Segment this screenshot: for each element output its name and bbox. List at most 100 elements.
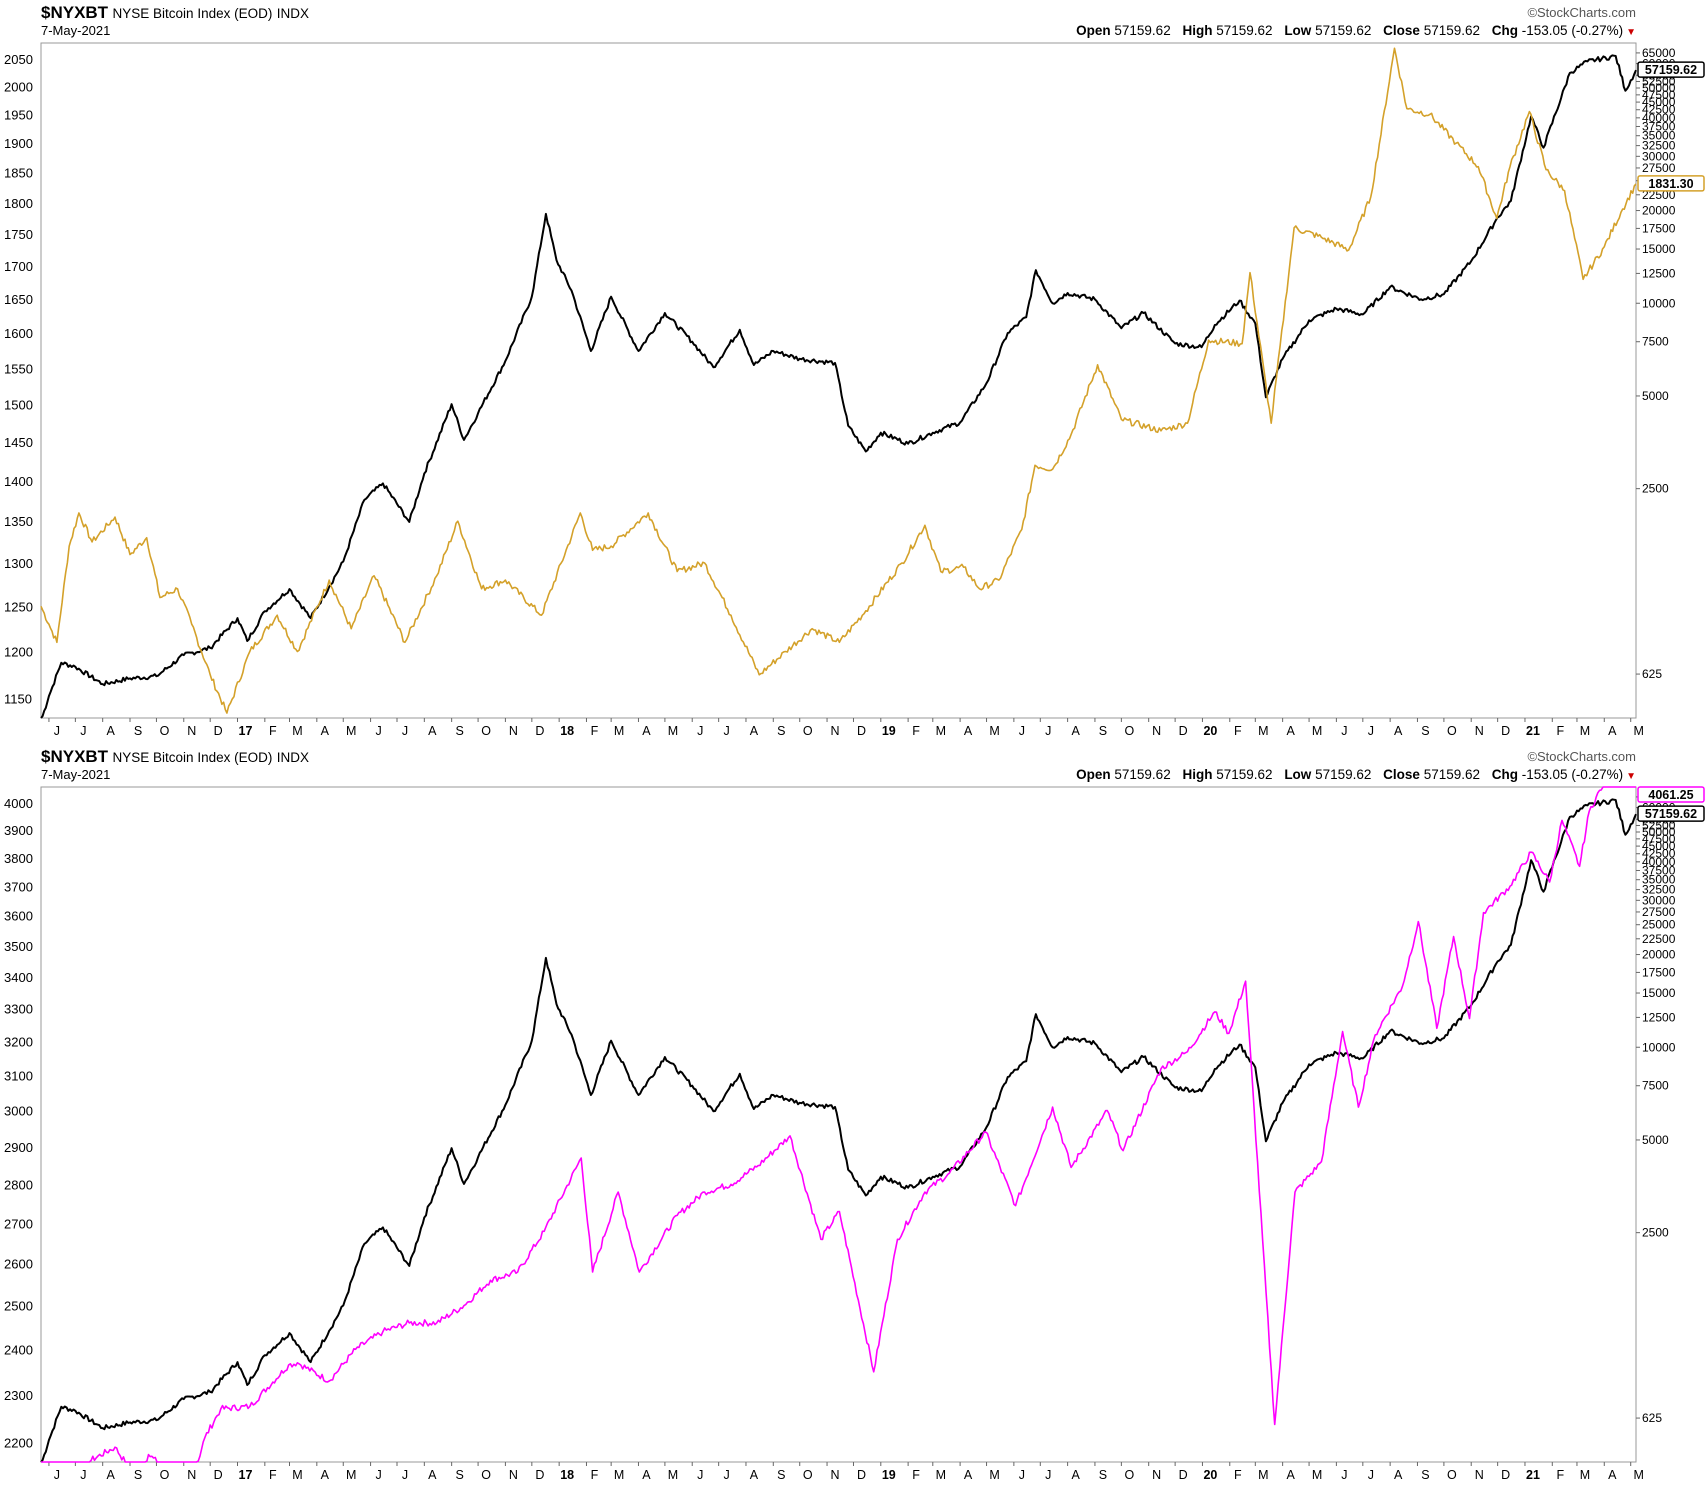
symbol: $NYXBT	[41, 747, 109, 766]
x-axis-tick-label: 17	[239, 724, 253, 738]
last-value-tag-box	[1637, 786, 1705, 803]
x-axis-tick-label: F	[912, 1468, 920, 1482]
right-axis-tick-label: 10000	[1642, 1040, 1676, 1054]
brand-watermark: ©StockCharts.com	[1527, 749, 1636, 764]
x-axis-tick-label: O	[1125, 724, 1135, 738]
x-axis-tick-label: 21	[1526, 724, 1540, 738]
x-axis-tick-label: F	[1556, 724, 1564, 738]
x-axis-tick-label: M	[1634, 1468, 1644, 1482]
x-axis-tick-label: F	[591, 724, 599, 738]
x-axis-tick-label: 18	[560, 1468, 574, 1482]
right-axis-tick-label: 15000	[1642, 242, 1676, 256]
right-axis-tick-label: 27500	[1642, 161, 1676, 175]
right-axis-tick-label: 25000	[1642, 918, 1676, 932]
close-value: 57159.62	[1423, 767, 1480, 782]
x-axis-tick-label: F	[269, 1468, 277, 1482]
last-value-tag-label: 4061.25	[1648, 788, 1693, 802]
x-axis-tick-label: D	[1501, 1468, 1510, 1482]
right-axis-tick-label: 2500	[1642, 482, 1669, 496]
left-axis-tick-label: 3500	[4, 939, 33, 954]
x-axis-tick-label: A	[750, 724, 759, 738]
x-axis-tick-label: A	[1608, 1468, 1617, 1482]
x-axis-tick-label: M	[1258, 1468, 1268, 1482]
high-label: High	[1182, 767, 1213, 782]
series-line-nyxbt	[40, 54, 1637, 719]
left-axis-tick-label: 3600	[4, 909, 33, 924]
x-axis-tick-label: M	[1258, 724, 1268, 738]
x-axis-tick-label: M	[614, 724, 624, 738]
x-axis-tick-label: O	[160, 724, 170, 738]
series-line-nyxbt	[40, 798, 1637, 1463]
x-axis-tick-label: M	[936, 1468, 946, 1482]
left-axis-tick-label: 1750	[4, 227, 33, 242]
chart-svg-spx: 2200 2300 2400 2500 2600 2700 2800 2900 3000 3100…	[4, 786, 1705, 1482]
x-axis-tick-label: M	[292, 724, 302, 738]
right-axis-tick-label: 22500	[1642, 932, 1676, 946]
left-axis-tick-label: 1850	[4, 166, 33, 181]
left-axis-tick-label: 1500	[4, 398, 33, 413]
right-axis-tick-label: 2500	[1642, 1226, 1669, 1240]
x-axis-tick-label: M	[989, 1468, 999, 1482]
x-axis-tick-label: F	[591, 1468, 599, 1482]
ohlc-readout: Open 57159.62 High 57159.62 Low 57159.62…	[1068, 23, 1636, 38]
left-axis-tick-label: 2500	[4, 1299, 33, 1314]
left-axis-tick-label: 3700	[4, 879, 33, 894]
symbol-description: NYSE Bitcoin Index (EOD)	[112, 750, 273, 765]
right-axis-tick-label: 10000	[1642, 296, 1676, 310]
down-triangle-icon: ▼	[1626, 27, 1636, 38]
x-axis-tick-label: M	[989, 724, 999, 738]
x-axis-tick-label: J	[80, 1468, 86, 1482]
x-axis-tick-label: J	[724, 724, 730, 738]
x-axis-tick-label: N	[1152, 724, 1161, 738]
x-axis-tick-label: N	[509, 1468, 518, 1482]
x-axis-tick-label: M	[1312, 1468, 1322, 1482]
x-axis-tick-label: A	[1286, 1468, 1295, 1482]
x-axis-tick-label: D	[214, 1468, 223, 1482]
ohlc-readout: Open 57159.62 High 57159.62 Low 57159.62…	[1068, 767, 1636, 782]
x-axis-tick-label: M	[668, 1468, 678, 1482]
x-axis-tick-label: D	[1179, 724, 1188, 738]
left-axis-tick-label: 2050	[4, 52, 33, 67]
right-axis-tick-label: 42500	[1642, 847, 1676, 861]
x-axis-tick-label: N	[831, 1468, 840, 1482]
left-axis-tick-label: 1350	[4, 514, 33, 529]
right-axis-tick-label: 47500	[1642, 88, 1676, 102]
x-axis-tick-label: J	[54, 724, 60, 738]
exchange: INDX	[276, 750, 310, 765]
left-axis-tick-label: 1900	[4, 136, 33, 151]
x-axis-tick-label: O	[481, 724, 491, 738]
x-axis-tick-label: M	[614, 1468, 624, 1482]
x-axis-tick-label: S	[777, 724, 785, 738]
series-line-gold	[40, 47, 1637, 714]
x-axis-tick-label: A	[321, 1468, 330, 1482]
symbol-description: NYSE Bitcoin Index (EOD)	[112, 6, 273, 21]
left-axis-tick-label: 3200	[4, 1035, 33, 1050]
x-axis-tick-label: S	[134, 1468, 142, 1482]
right-axis-tick-label: 12500	[1642, 266, 1676, 280]
x-axis-tick-label: A	[107, 1468, 116, 1482]
x-axis-tick-label: N	[1475, 1468, 1484, 1482]
x-axis-tick-label: 20	[1203, 1468, 1217, 1482]
x-axis-tick-label: J	[1341, 1468, 1347, 1482]
x-axis-tick-label: D	[857, 1468, 866, 1482]
x-axis-tick-label: M	[1580, 724, 1590, 738]
x-axis-tick-label: O	[481, 1468, 491, 1482]
x-axis-tick-label: D	[857, 724, 866, 738]
left-axis-tick-label: 1200	[4, 645, 33, 660]
right-axis-tick-label: 5000	[1642, 389, 1669, 403]
left-axis-tick-label: 3800	[4, 851, 33, 866]
low-value: 57159.62	[1315, 23, 1372, 38]
right-axis-tick-label: 7500	[1642, 335, 1669, 349]
x-axis-tick-label: 21	[1526, 1468, 1540, 1482]
left-axis-tick-label: 2600	[4, 1257, 33, 1272]
right-axis-tick-label: 15000	[1642, 986, 1676, 1000]
right-axis-tick-label: 45000	[1642, 839, 1676, 853]
left-axis-tick-label: 2900	[4, 1140, 33, 1155]
x-axis-tick-label: A	[1071, 1468, 1080, 1482]
x-axis-tick-label: A	[107, 724, 116, 738]
x-axis-tick-label: O	[1125, 1468, 1135, 1482]
chart-date: 7-May-2021	[41, 767, 111, 782]
left-axis-tick-label: 3900	[4, 823, 33, 838]
x-axis-tick-label: A	[964, 1468, 973, 1482]
left-axis-tick-label: 1600	[4, 326, 33, 341]
